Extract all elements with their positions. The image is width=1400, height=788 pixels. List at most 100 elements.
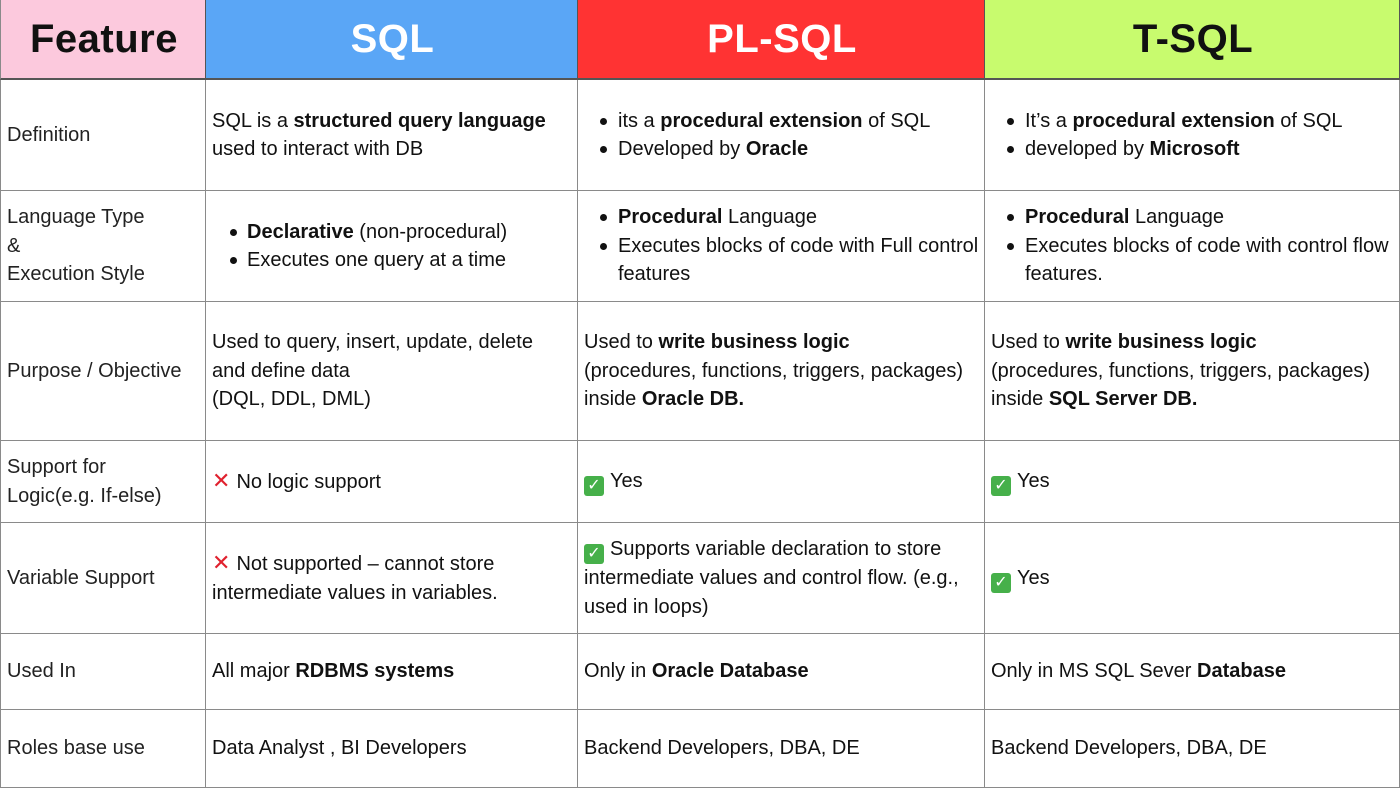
cell-roles-plsql: Backend Developers, DBA, DE xyxy=(578,710,985,788)
bullet-item: Procedural Language xyxy=(991,203,1395,232)
cell-language-tsql: Procedural Language Executes blocks of c… xyxy=(985,191,1400,302)
header-sql-label: SQL xyxy=(350,17,435,61)
text: Used to xyxy=(584,331,659,354)
text: of SQL xyxy=(862,109,931,132)
text: All major xyxy=(212,660,296,683)
cell-line: (procedures, functions, triggers, packag… xyxy=(584,357,980,414)
cell-line: Only in MS SQL Sever Database xyxy=(991,657,1395,686)
bullet-item: Declarative (non-procedural) xyxy=(212,218,573,247)
cell-purpose-tsql: Used to write business logic (procedures… xyxy=(985,302,1400,441)
cell-line: used to interact with DB xyxy=(212,138,424,160)
cell-usedin-sql: All major RDBMS systems xyxy=(206,634,578,710)
bold-text: Oracle DB. xyxy=(641,388,745,411)
row-label-text: Support for xyxy=(7,456,106,478)
cell-line: Used to query, insert, update, delete xyxy=(212,331,533,354)
cell-definition-sql: SQL is a structured query language used … xyxy=(206,80,578,191)
cell-line: SQL is a structured query language xyxy=(212,107,573,136)
bold-text: Oracle Database xyxy=(651,660,809,683)
text: No logic support xyxy=(236,470,381,493)
bold-text: Procedural xyxy=(1025,206,1130,229)
bold-text: Database xyxy=(1197,660,1286,683)
cross-mark-icon: ✕ xyxy=(212,550,231,575)
row-label-definition: Definition xyxy=(0,80,206,191)
row-label-usedin: Used In xyxy=(0,634,206,710)
bold-text: procedural extension xyxy=(1072,109,1275,132)
cell-language-sql: Declarative (non-procedural) Executes on… xyxy=(206,191,578,302)
row-label-text: Language Type xyxy=(7,206,145,229)
row-label-text: Definition xyxy=(7,123,91,146)
cell-roles-sql: Data Analyst , BI Developers xyxy=(206,710,578,788)
cell-line: ✓ Yes xyxy=(991,564,1395,593)
cell-line: and define data xyxy=(212,359,350,382)
row-label-roles: Roles base use xyxy=(0,710,206,788)
text: Language xyxy=(1129,206,1225,229)
bullet-item: It’s a procedural extension of SQL xyxy=(991,107,1395,136)
check-mark-icon: ✓ xyxy=(584,476,604,496)
text: (procedures, functions, triggers, packag… xyxy=(991,359,1371,411)
header-plsql-label: PL-SQL xyxy=(707,17,857,61)
row-label-text: Purpose / Objective xyxy=(7,359,182,382)
cell-line: (procedures, functions, triggers, packag… xyxy=(991,357,1395,414)
text: Language xyxy=(722,206,818,229)
text: Used to xyxy=(991,331,1066,354)
cell-purpose-sql: Used to query, insert, update, delete an… xyxy=(206,302,578,441)
cell-line: Only in Oracle Database xyxy=(584,657,980,686)
header-tsql-label: T-SQL xyxy=(1132,17,1254,61)
cell-language-plsql: Procedural Language Executes blocks of c… xyxy=(578,191,985,302)
check-mark-icon: ✓ xyxy=(991,476,1011,496)
cell-line: Backend Developers, DBA, DE xyxy=(991,737,1267,760)
text: SQL is a xyxy=(212,109,294,132)
row-label-text: Used In xyxy=(7,660,76,683)
text: Only in xyxy=(584,660,652,683)
cell-line: ✕ No logic support xyxy=(212,467,573,497)
cell-line: Used to write business logic xyxy=(584,328,980,357)
text: It’s a xyxy=(1025,109,1073,132)
check-mark-icon: ✓ xyxy=(584,544,604,564)
bullet-item: its a procedural extension of SQL xyxy=(584,107,980,136)
cell-line: Data Analyst , BI Developers xyxy=(212,737,467,760)
cell-logic-sql: ✕ No logic support xyxy=(206,441,578,523)
row-label-text: Variable Support xyxy=(7,566,155,589)
cell-usedin-plsql: Only in Oracle Database xyxy=(578,634,985,710)
bullet-item: Executes blocks of code with control flo… xyxy=(991,232,1395,289)
row-label-logic: Support for Logic(e.g. If-else) xyxy=(0,441,206,523)
text: its a xyxy=(618,109,661,132)
text: Yes xyxy=(610,470,643,492)
bold-text: procedural extension xyxy=(660,109,863,132)
row-label-text: & xyxy=(7,234,21,257)
bullet-item: Developed by Oracle xyxy=(584,135,980,164)
bold-text: Oracle xyxy=(745,138,809,160)
text: of SQL xyxy=(1274,109,1343,132)
cell-line: Used to write business logic xyxy=(991,328,1395,357)
cell-line: ✓ Yes xyxy=(991,467,1395,496)
cell-usedin-tsql: Only in MS SQL Sever Database xyxy=(985,634,1400,710)
cell-variable-sql: ✕ Not supported – cannot store intermedia… xyxy=(206,523,578,634)
bullet-item: Procedural Language xyxy=(584,203,980,232)
header-feature: Feature xyxy=(0,0,206,80)
bold-text: write business logic xyxy=(1065,331,1257,354)
check-mark-icon: ✓ xyxy=(991,572,1011,593)
bold-text: RDBMS systems xyxy=(295,660,455,683)
text: Yes xyxy=(1017,470,1050,492)
cell-logic-tsql: ✓ Yes xyxy=(985,441,1400,523)
text: Developed by xyxy=(618,138,746,160)
text: Not supported – cannot store intermediat… xyxy=(212,553,498,604)
row-label-purpose: Purpose / Objective xyxy=(0,302,206,441)
cell-line: ✓ Supports variable declaration to store … xyxy=(584,535,980,621)
cell-purpose-plsql: Used to write business logic (procedures… xyxy=(578,302,985,441)
row-label-language: Language Type & Execution Style xyxy=(0,191,206,302)
cell-line: Backend Developers, DBA, DE xyxy=(584,737,860,760)
text: Supports variable declaration to store i… xyxy=(584,538,959,618)
header-sql: SQL xyxy=(206,0,578,80)
cell-line: ✕ Not supported – cannot store intermedia… xyxy=(212,549,573,607)
header-plsql: PL-SQL xyxy=(578,0,985,80)
bullet-item: developed by Microsoft xyxy=(991,135,1395,164)
row-label-text: Execution Style xyxy=(7,263,145,286)
cell-definition-tsql: It’s a procedural extension of SQL devel… xyxy=(985,80,1400,191)
header-feature-label: Feature xyxy=(30,17,178,61)
row-label-text: Roles base use xyxy=(7,737,145,760)
cell-line: ✓ Yes xyxy=(584,467,980,496)
cell-line: (DQL, DDL, DML) xyxy=(212,388,371,411)
text: Only in MS SQL Sever xyxy=(991,660,1197,683)
